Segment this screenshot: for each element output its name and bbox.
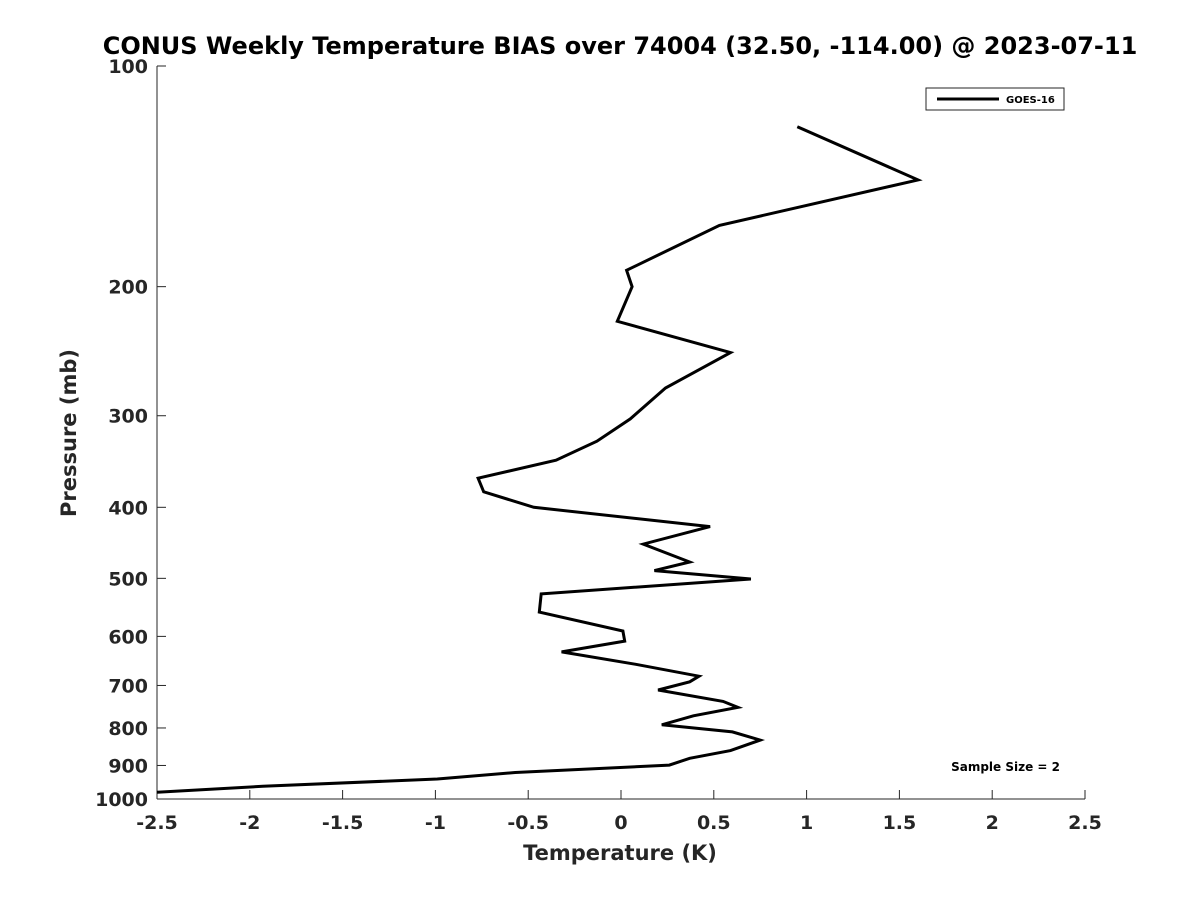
y-tick-label: 500: [108, 568, 148, 590]
y-tick-label: 700: [108, 675, 148, 697]
y-tick-label: 1000: [95, 789, 148, 811]
x-tick-label: -2.5: [136, 812, 178, 834]
x-tick-label: -1.5: [322, 812, 364, 834]
y-tick-label: 600: [108, 626, 148, 648]
plot-area: [156, 66, 1085, 800]
y-tick-label: 100: [108, 56, 148, 78]
x-tick-label: -0.5: [507, 812, 549, 834]
x-tick-label: -2: [239, 812, 260, 834]
y-axis-ticks: 100 200 300 400 500 600 700 800 900 1000: [95, 56, 166, 811]
x-tick-label: 1: [800, 812, 813, 834]
y-tick-label: 800: [108, 718, 148, 740]
x-tick-label: 1.5: [883, 812, 917, 834]
x-axis-label: Temperature (K): [523, 841, 717, 865]
x-tick-label: 2.5: [1068, 812, 1102, 834]
sample-size-annotation: Sample Size = 2: [951, 760, 1060, 774]
chart-title: CONUS Weekly Temperature BIAS over 74004…: [103, 32, 1138, 60]
x-axis-ticks: -2.5 -2 -1.5 -1 -0.5 0 0.5 1 1.5 2 2.5: [136, 790, 1102, 834]
y-tick-label: 900: [108, 755, 148, 777]
legend: GOES-16: [925, 87, 1065, 111]
y-tick-label: 200: [108, 277, 148, 299]
y-tick-label: 400: [108, 497, 148, 519]
x-tick-label: 0: [614, 812, 627, 834]
x-tick-label: -1: [425, 812, 446, 834]
y-tick-label: 300: [108, 406, 148, 428]
legend-label-goes-16: GOES-16: [1006, 95, 1055, 106]
x-tick-label: 0.5: [697, 812, 731, 834]
series-line-goes-16: [156, 125, 923, 794]
x-tick-label: 2: [986, 812, 999, 834]
y-axis-label: Pressure (mb): [57, 349, 81, 517]
